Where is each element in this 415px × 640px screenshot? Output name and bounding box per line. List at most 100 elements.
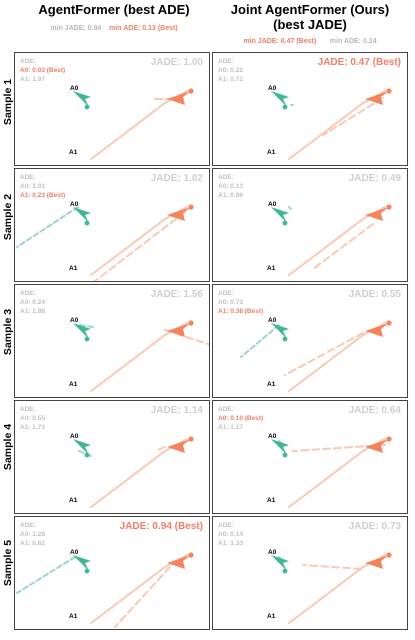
column-title-line: (best JADE): [273, 17, 347, 32]
agent1-tag: A1: [267, 149, 276, 156]
ade-heading: ADE:: [218, 174, 234, 181]
ade-heading: ADE:: [20, 290, 36, 297]
agent0-current-position: [282, 452, 288, 458]
agent0-tag: A0: [268, 201, 277, 208]
agent1-predicted-path: [114, 566, 171, 628]
agent0-tag: A0: [70, 317, 79, 324]
agent1-current-position: [386, 88, 392, 94]
jade-score: JADE: 0.73: [348, 521, 401, 532]
ade-heading: ADE:: [218, 290, 234, 297]
min-jade-label: min JADE: 0.94: [50, 25, 102, 32]
ade-agent1: A1: 0.86: [218, 192, 243, 199]
ade-heading: ADE:: [20, 174, 36, 181]
agent1-history-path: [90, 554, 188, 624]
agent1-tag: A1: [267, 497, 276, 504]
agent0-heading-arrow: [73, 207, 91, 223]
agent0-predicted-path: [240, 324, 280, 358]
sample-panel: ADE: A0: 0.55 A1: 1.73 JADE: 1.14 A0 A1: [14, 400, 210, 514]
sample-panel: ADE: A0: 0.03 (Best) A1: 1.97 JADE: 1.00 A0 A…: [14, 52, 210, 166]
jade-score: JADE: 1.02: [150, 173, 203, 184]
agent0-tag: A0: [70, 201, 79, 208]
agent1-current-position: [188, 88, 194, 94]
agent1-tag: A1: [69, 265, 78, 272]
row-label-sample-3: Sample 3: [2, 308, 14, 356]
sample-panel: ADE: A0: 0.22 A1: 0.72 JADE: 0.47 (Best) A0 A…: [212, 52, 408, 166]
trajectory-plot: [73, 88, 194, 160]
agent0-tag: A0: [268, 549, 277, 556]
agent1-heading-arrow: [167, 323, 191, 337]
trajectory-plot: [73, 436, 194, 508]
agent1-current-position: [188, 436, 194, 442]
jade-score: JADE: 0.49: [348, 173, 401, 184]
ade-agent0: A0: 0.13: [218, 183, 243, 190]
agent0-heading-arrow: [73, 439, 91, 455]
agent1-tag: A1: [267, 613, 276, 620]
trajectory-plot: [271, 552, 392, 624]
agent1-history-path: [90, 90, 188, 160]
agent0-current-position: [282, 220, 288, 226]
ade-agent1: A1: 0.82: [20, 540, 45, 547]
trajectory-plot: [16, 204, 194, 281]
ade-heading: ADE:: [218, 406, 234, 413]
sample-panel: ADE: A0: 0.13 A1: 0.86 JADE: 0.49 A0 A1: [212, 168, 408, 282]
agent1-heading-arrow: [365, 323, 389, 337]
ade-scores: ADE: A0: 0.24 A1: 2.88: [20, 289, 45, 316]
jade-score: JADE: 1.00: [150, 57, 203, 68]
agent0-tag: A0: [70, 549, 79, 556]
sample-panel: ADE: A0: 0.73 A1: 0.38 (Best) JADE: 0.55 A0 A…: [212, 284, 408, 398]
ade-scores: ADE: A0: 0.22 A1: 0.72: [218, 57, 243, 84]
agent1-current-position: [188, 204, 194, 210]
agent0-tag: A0: [70, 433, 79, 440]
jade-score: JADE: 0.94 (Best): [119, 521, 203, 532]
agent1-history-path: [90, 438, 188, 508]
agent0-current-position: [282, 336, 288, 342]
agent0-heading-arrow: [271, 439, 289, 455]
sample-panel: ADE: A0: 0.10 (Best) A1: 1.17 JADE: 0.64 A0 A…: [212, 400, 408, 514]
agent1-history-path: [90, 206, 188, 276]
ade-heading: ADE:: [20, 522, 36, 529]
agent1-predicted-path: [284, 332, 364, 376]
trajectory-plot: [16, 552, 194, 628]
agent0-heading-arrow: [271, 323, 289, 339]
agent1-predicted-path: [94, 211, 186, 281]
jade-score: JADE: 0.55: [348, 289, 401, 300]
ade-agent0: A0: 0.03 (Best): [20, 67, 66, 74]
agent0-predicted-path: [288, 206, 292, 210]
agent0-current-position: [84, 336, 90, 342]
agent0-current-position: [282, 104, 288, 110]
agent1-tag: A1: [267, 381, 276, 388]
agent1-heading-arrow: [167, 439, 191, 453]
column-title-line: AgentFormer (best ADE): [38, 2, 190, 17]
agent1-current-position: [188, 552, 194, 558]
column-summary-agentformer: min JADE: 0.94 min ADE: 0.13 (Best): [18, 25, 210, 32]
ade-heading: ADE:: [218, 58, 234, 65]
agent0-heading-arrow: [271, 207, 289, 223]
ade-scores: ADE: A0: 0.03 (Best) A1: 1.97: [20, 57, 65, 84]
jade-score: JADE: 0.47 (Best): [317, 57, 401, 68]
agent0-current-position: [84, 452, 90, 458]
agent1-current-position: [386, 552, 392, 558]
ade-agent1: A1: 1.73: [20, 424, 45, 431]
column-title-line: Joint AgentFormer (Ours): [230, 2, 390, 17]
ade-scores: ADE: A0: 0.10 (Best) A1: 1.17: [218, 405, 263, 432]
ade-agent1: A1: 0.38 (Best): [218, 308, 264, 315]
ade-scores: ADE: A0: 1.01 A1: 0.23 (Best): [20, 173, 65, 200]
ade-agent1: A1: 1.17: [218, 424, 243, 431]
ade-agent0: A0: 0.55: [20, 415, 45, 422]
trajectory-plot: [271, 88, 392, 160]
sample-panel: ADE: A0: 0.24 A1: 2.88 JADE: 1.56 A0 A1: [14, 284, 210, 398]
column-title-joint-agentformer: Joint AgentFormer (Ours) (best JADE): [212, 2, 408, 32]
agent0-current-position: [282, 568, 288, 574]
agent0-predicted-path: [79, 324, 94, 328]
ade-agent0: A0: 0.24: [20, 299, 45, 306]
trajectory-plot: [271, 204, 392, 276]
ade-agent1: A1: 0.72: [218, 76, 243, 83]
ade-scores: ADE: A0: 1.28 A1: 0.82: [20, 521, 45, 548]
agent1-heading-arrow: [365, 207, 389, 221]
min-ade-label: min ADE: 0.24: [329, 38, 377, 45]
agent0-tag: A0: [268, 85, 277, 92]
ade-heading: ADE:: [20, 58, 36, 65]
row-label-sample-2: Sample 2: [2, 193, 14, 241]
row-label-sample-4: Sample 4: [2, 423, 14, 471]
ade-scores: ADE: A0: 0.14 A1: 1.33: [218, 521, 243, 548]
